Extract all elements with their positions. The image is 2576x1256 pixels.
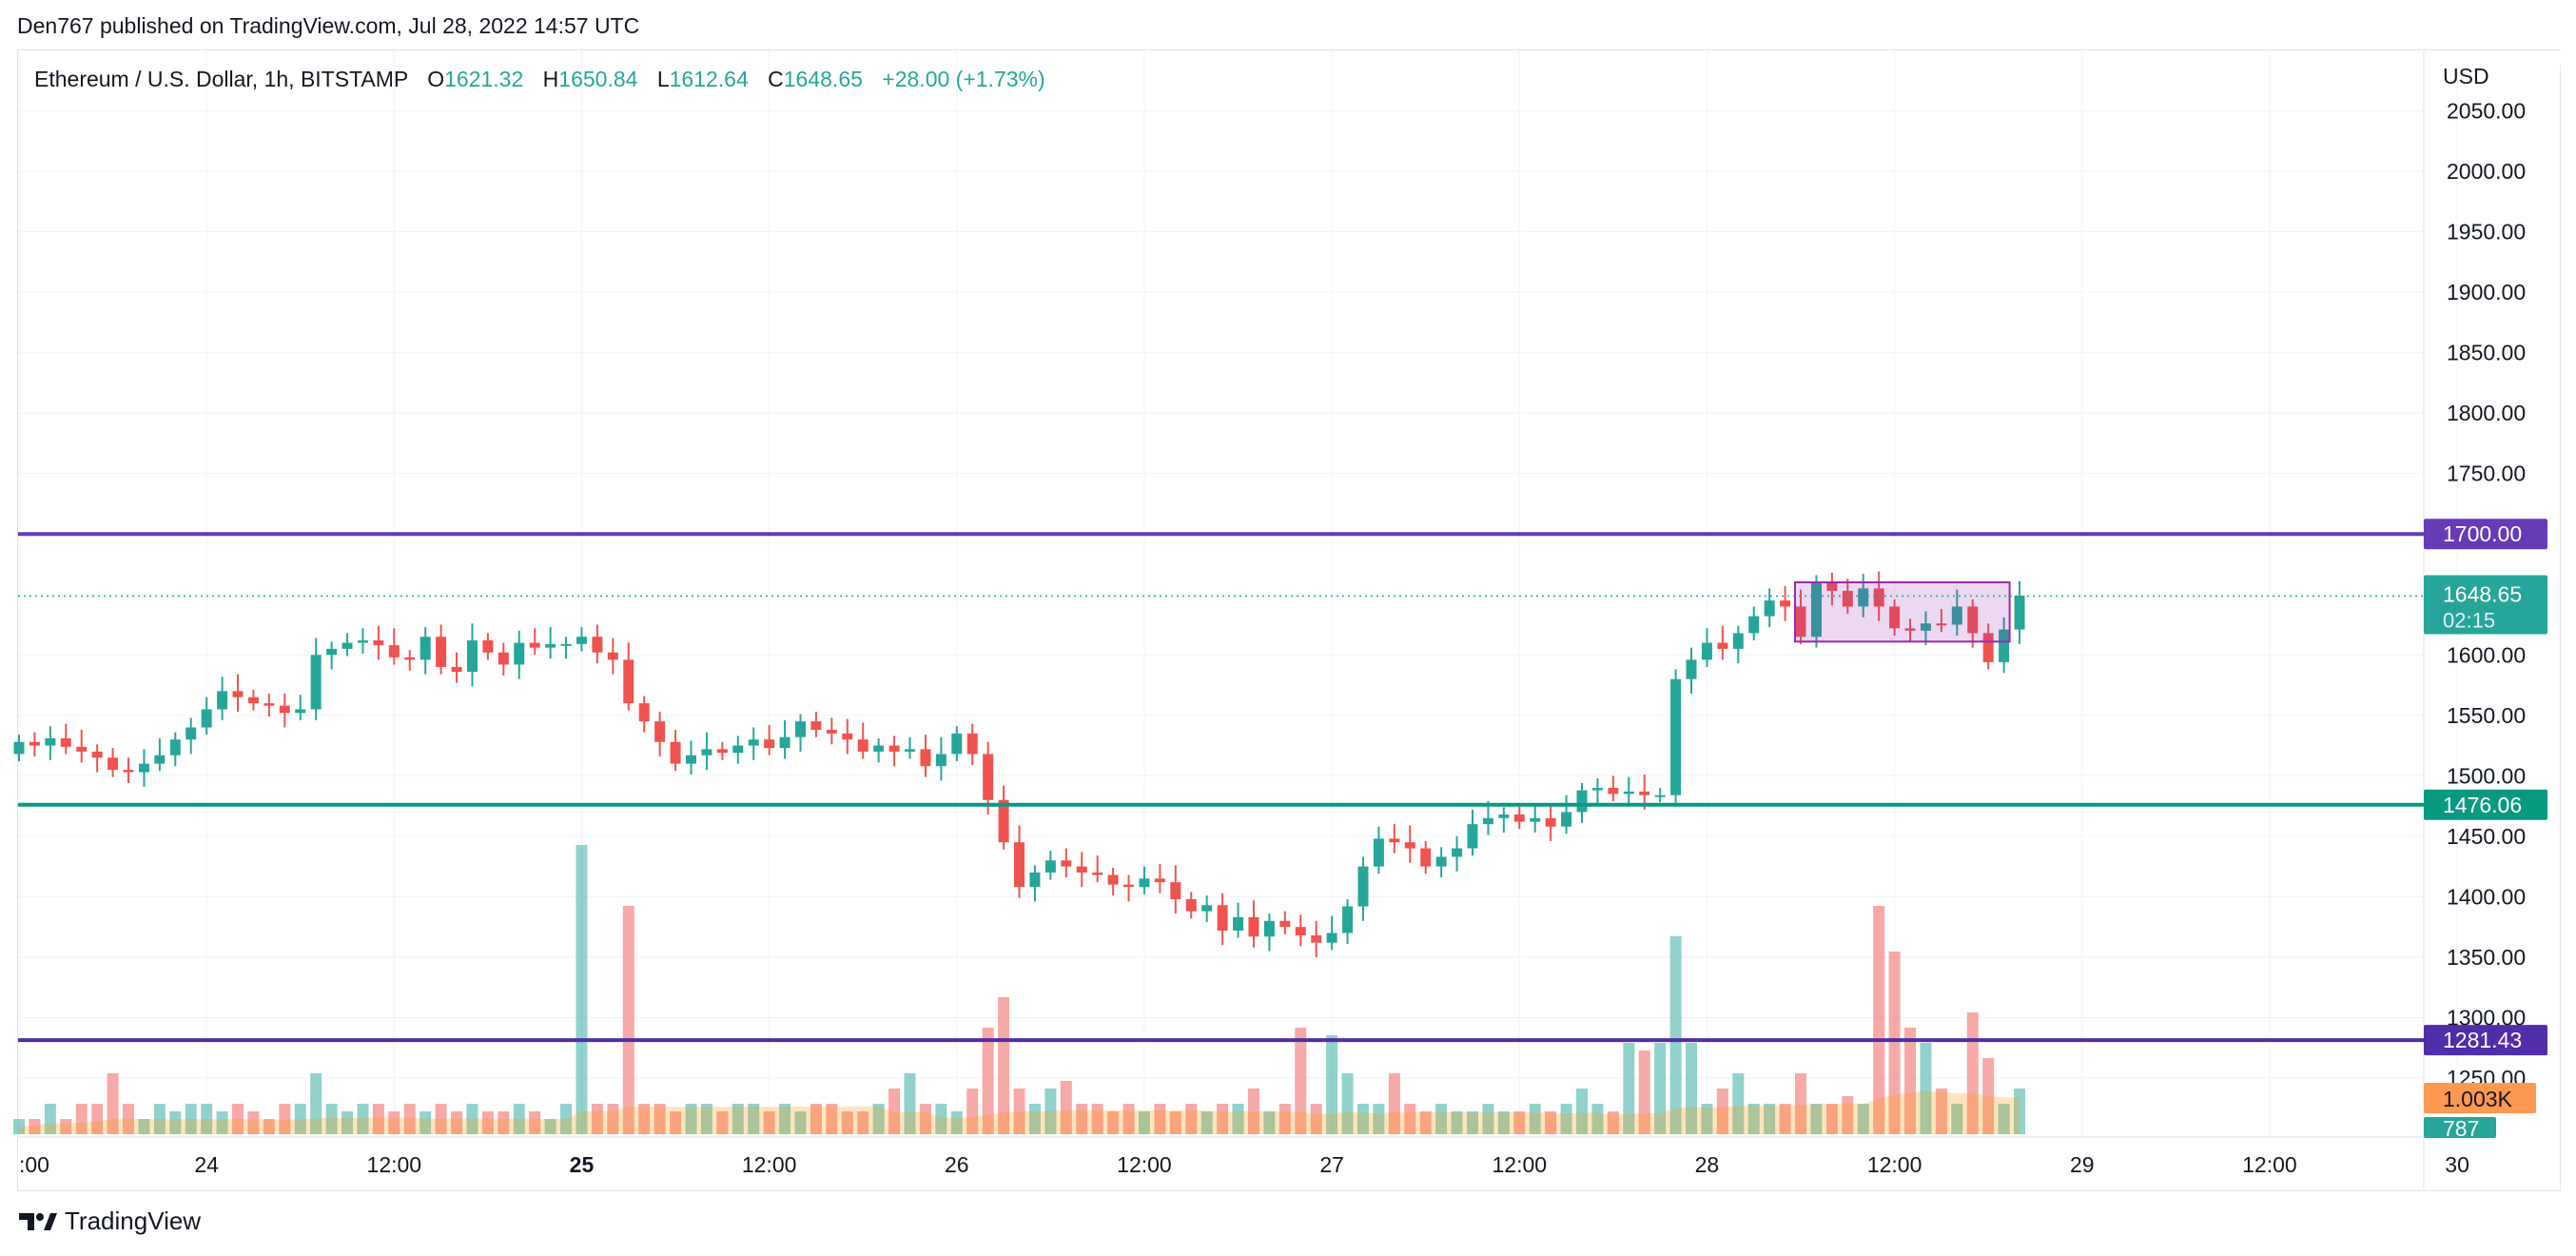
- open-label: O: [427, 67, 445, 91]
- symbol-title: Ethereum / U.S. Dollar, 1h, BITSTAMP: [34, 67, 408, 91]
- high-value: 1650.84: [558, 67, 638, 91]
- tradingview-footer: TradingView: [19, 1207, 201, 1236]
- change-value: +28.00 (+1.73%): [882, 67, 1045, 91]
- publisher-line: Den767 published on TradingView.com, Jul…: [17, 13, 640, 38]
- low-value: 1612.64: [669, 67, 749, 91]
- close-value: 1648.65: [783, 67, 863, 91]
- open-value: 1621.32: [444, 67, 524, 91]
- low-label: L: [656, 67, 670, 91]
- tradingview-brand: TradingView: [65, 1207, 202, 1235]
- close-label: C: [768, 67, 784, 91]
- chart-panel[interactable]: [17, 49, 2561, 1191]
- symbol-legend: Ethereum / U.S. Dollar, 1h, BITSTAMP O16…: [34, 67, 1045, 92]
- high-label: H: [542, 67, 559, 91]
- tradingview-logo-icon: [19, 1212, 57, 1230]
